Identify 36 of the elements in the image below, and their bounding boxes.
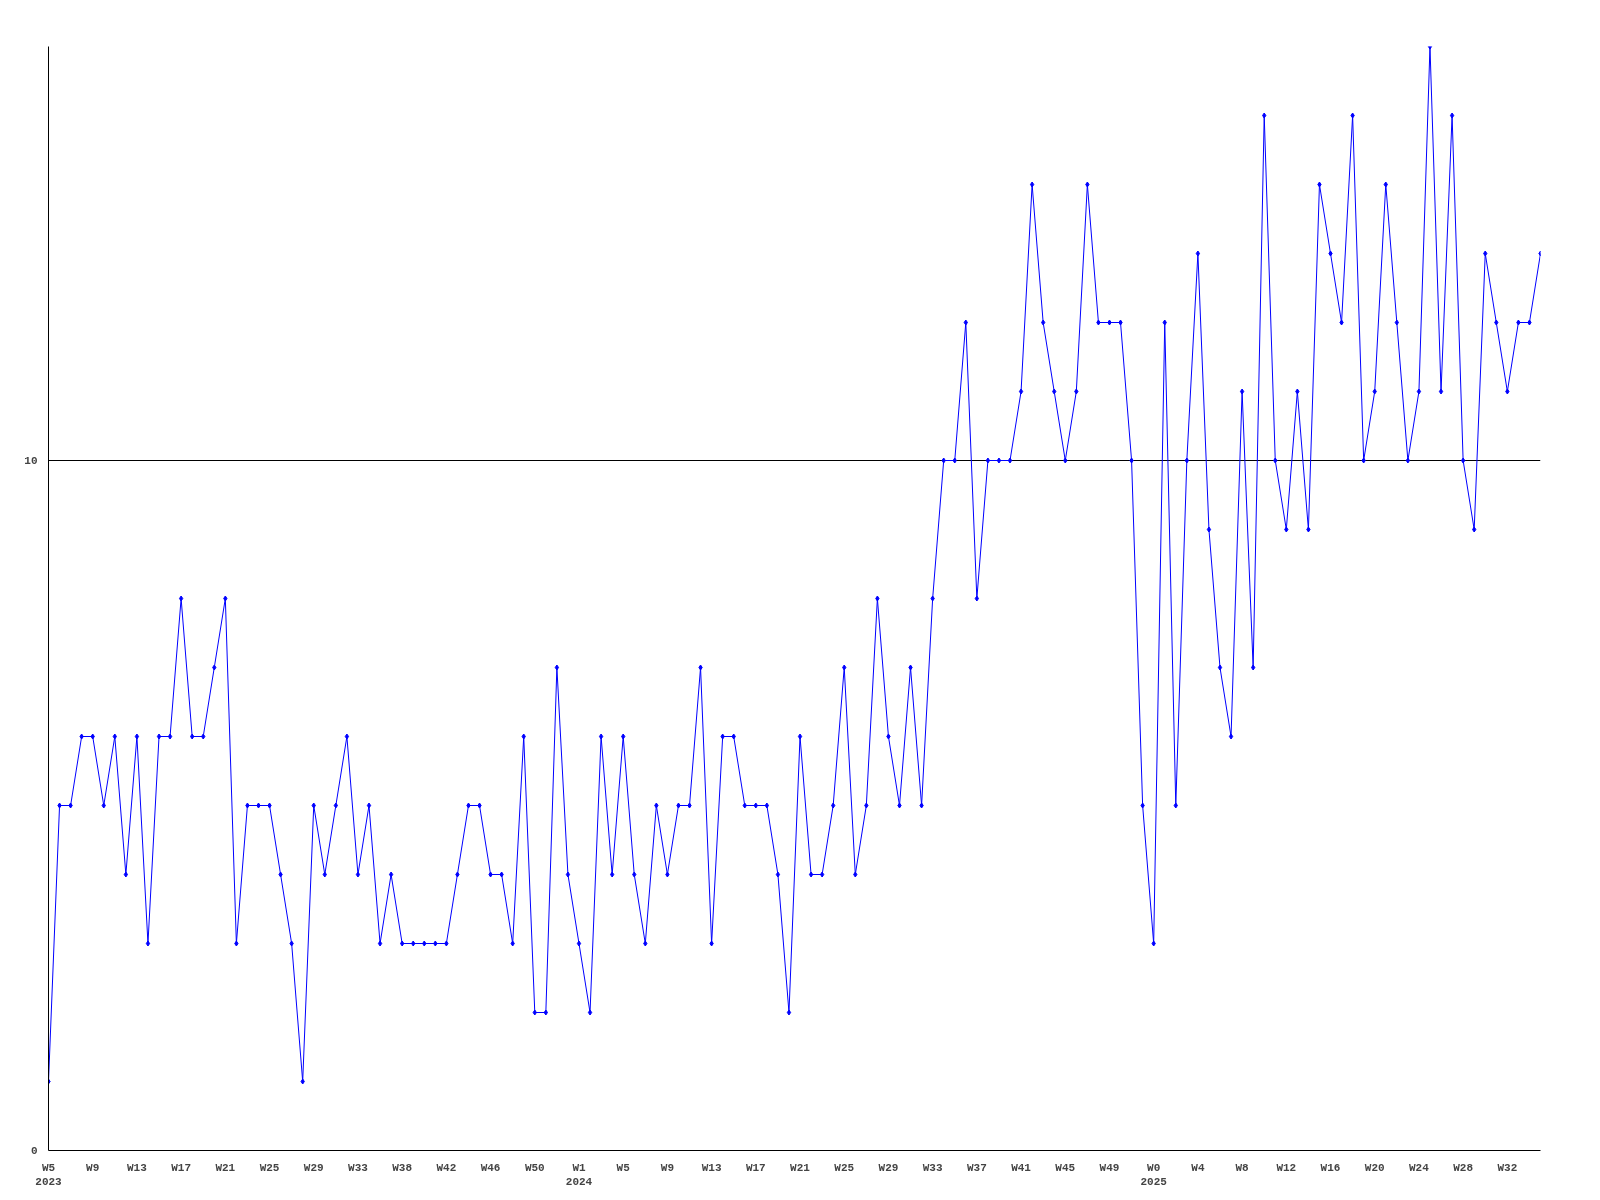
x-tick-label: W37 — [966, 1161, 987, 1174]
x-tick-label: W5 — [616, 1161, 631, 1174]
x-tick-label: W33 — [348, 1161, 369, 1174]
y-tick-label: 10 — [24, 455, 38, 467]
x-tick-label: W32 — [1497, 1161, 1518, 1174]
x-tick-label: W28 — [1453, 1161, 1474, 1174]
x-tick-label: W21 — [790, 1161, 811, 1174]
x-tick-label: W5 2023 — [35, 1161, 63, 1188]
x-tick-label: W12 — [1276, 1161, 1297, 1174]
x-tick-label: W42 — [436, 1161, 457, 1174]
x-tick-label: W45 — [1055, 1161, 1076, 1174]
x-tick-label: W50 — [524, 1161, 545, 1174]
x-tick-label: W4 — [1191, 1161, 1205, 1174]
x-tick-label: W46 — [480, 1161, 501, 1174]
x-tick-label: W17 — [745, 1161, 766, 1174]
x-tick-label: W8 — [1235, 1161, 1250, 1174]
x-tick-label: W38 — [392, 1161, 413, 1174]
x-tick-label: W29 — [878, 1161, 899, 1174]
x-tick-label: W17 — [171, 1161, 192, 1174]
x-tick-label: W29 — [303, 1161, 324, 1174]
x-tick-label: W33 — [922, 1161, 943, 1174]
x-tick-label: W13 — [701, 1161, 722, 1174]
x-tick-label: W24 — [1409, 1161, 1430, 1174]
x-tick-label: W16 — [1320, 1161, 1341, 1174]
x-tick-label: W20 — [1364, 1161, 1385, 1174]
x-tick-label: W25 — [259, 1161, 280, 1174]
x-tick-label: W21 — [215, 1161, 236, 1174]
x-tick-label: W9 — [660, 1161, 675, 1174]
x-tick-label: W25 — [834, 1161, 855, 1174]
x-tick-label: W13 — [127, 1161, 148, 1174]
x-tick-label: W9 — [86, 1161, 100, 1174]
y-tick-label: 0 — [30, 1145, 38, 1157]
x-tick-label: W41 — [1011, 1161, 1032, 1174]
x-tick-label: W0 2025 — [1140, 1161, 1168, 1188]
x-tick-label: W1 2024 — [565, 1161, 593, 1188]
x-tick-label: W49 — [1099, 1161, 1120, 1174]
